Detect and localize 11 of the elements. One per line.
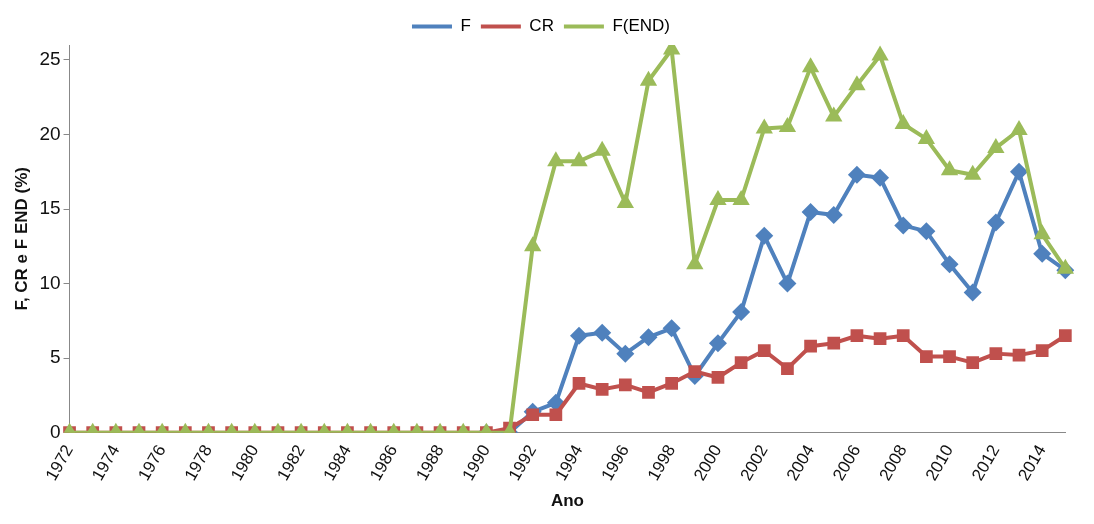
y-tick-label: 0 [49,420,61,442]
legend-label: CR [529,16,554,36]
y-tick-label: 20 [39,122,61,144]
x-axis-title: Ano [550,491,584,511]
y-tick-label: 10 [39,271,61,293]
y-tick-label: 25 [39,48,61,70]
y-axis-title: F, CR e F END (%) [11,167,31,311]
legend-label: F(END) [612,16,671,36]
y-tick-label: 5 [49,346,61,368]
legend-label: F [460,16,471,36]
y-tick-label: 15 [39,197,61,219]
